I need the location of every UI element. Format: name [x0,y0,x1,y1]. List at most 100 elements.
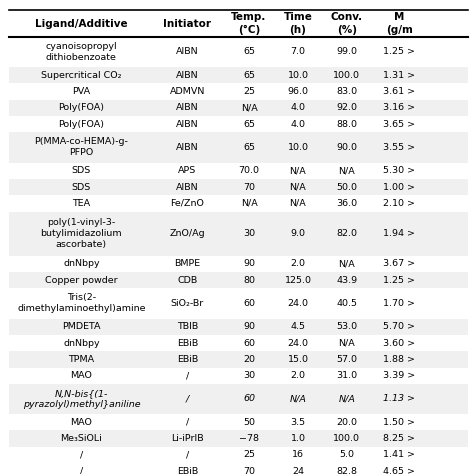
Text: AIBN: AIBN [176,103,199,112]
Text: APS: APS [178,166,196,175]
Text: 70: 70 [243,182,255,191]
Text: Temp.
(°C): Temp. (°C) [231,12,267,35]
Text: N/A: N/A [338,259,355,268]
Text: TEA: TEA [73,199,91,208]
Bar [9,414,468,430]
Text: 15.0: 15.0 [287,355,309,364]
Bar [9,67,468,83]
Text: 40.5: 40.5 [337,299,357,308]
Text: N,N-bis{(1-
pyrazolyl)methyl}aniline: N,N-bis{(1- pyrazolyl)methyl}aniline [23,389,140,409]
Text: AIBN: AIBN [176,143,199,152]
Text: N/A: N/A [241,103,257,112]
Text: 43.9: 43.9 [336,276,357,285]
Text: 70.0: 70.0 [238,166,260,175]
Bar [9,211,468,255]
Text: SiO₂-Br: SiO₂-Br [171,299,204,308]
Text: 1.25 >: 1.25 > [383,276,415,285]
Text: N/A: N/A [338,166,355,175]
Text: Ligand/Additive: Ligand/Additive [35,18,128,28]
Text: /: / [186,394,189,403]
Text: 50.0: 50.0 [337,182,357,191]
Text: 3.65 >: 3.65 > [383,119,415,128]
Bar [9,132,468,163]
Bar [9,179,468,195]
Text: 99.0: 99.0 [337,47,357,56]
Bar [9,447,468,463]
Text: /: / [80,450,83,459]
Text: Me₃SiOLi: Me₃SiOLi [61,434,102,443]
Text: 5.30 >: 5.30 > [383,166,415,175]
Text: poly(1-vinyl-3-
butylimidazolium
ascorbate): poly(1-vinyl-3- butylimidazolium ascorba… [41,218,122,249]
Text: N/A: N/A [290,166,306,175]
Text: 24.0: 24.0 [287,299,309,308]
Text: 25: 25 [243,450,255,459]
Text: 3.61 >: 3.61 > [383,87,415,96]
Text: 24: 24 [292,467,304,474]
Bar [9,272,468,288]
Text: Supercritical CO₂: Supercritical CO₂ [41,71,122,80]
Text: 9.0: 9.0 [291,229,305,238]
Text: Fe/ZnO: Fe/ZnO [170,199,204,208]
Text: 4.0: 4.0 [291,103,305,112]
Text: 80: 80 [243,276,255,285]
Text: 1.13 >: 1.13 > [383,394,415,403]
Text: 10.0: 10.0 [287,143,309,152]
Text: /: / [186,450,189,459]
Text: 4.5: 4.5 [291,322,305,331]
Text: AIBN: AIBN [176,47,199,56]
Text: 125.0: 125.0 [284,276,311,285]
Text: 25: 25 [243,87,255,96]
Text: Initiator: Initiator [164,18,211,28]
Text: 100.0: 100.0 [333,71,360,80]
Text: 53.0: 53.0 [336,322,357,331]
Text: 65: 65 [243,71,255,80]
Bar [9,335,468,351]
Text: AIBN: AIBN [176,182,199,191]
Text: Poly(FOA): Poly(FOA) [58,119,104,128]
Text: /: / [186,371,189,380]
Text: 31.0: 31.0 [336,371,357,380]
Text: ADMVN: ADMVN [170,87,205,96]
Text: 4.65 >: 4.65 > [383,467,415,474]
Text: Conv.
(%): Conv. (%) [331,12,363,35]
Text: 16: 16 [292,450,304,459]
Bar [9,463,468,474]
Text: 36.0: 36.0 [336,199,357,208]
Text: AIBN: AIBN [176,71,199,80]
Bar [9,351,468,367]
Text: SDS: SDS [72,166,91,175]
Text: 60: 60 [243,394,255,403]
Text: ZnO/Ag: ZnO/Ag [170,229,205,238]
Bar [9,288,468,319]
Text: BMPE: BMPE [174,259,201,268]
Text: M
(g/m: M (g/m [386,12,413,35]
Text: 92.0: 92.0 [337,103,357,112]
Text: SDS: SDS [72,182,91,191]
Text: 1.25 >: 1.25 > [383,47,415,56]
Text: Li-iPrIB: Li-iPrIB [171,434,204,443]
Text: 96.0: 96.0 [287,87,309,96]
Text: TBIB: TBIB [177,322,198,331]
Text: 65: 65 [243,47,255,56]
Bar [9,430,468,447]
Text: dnNbpy: dnNbpy [63,338,100,347]
Text: 2.0: 2.0 [291,371,305,380]
Text: EBiB: EBiB [177,467,198,474]
Text: Copper powder: Copper powder [45,276,118,285]
Text: 1.00 >: 1.00 > [383,182,415,191]
Bar [9,83,468,100]
Text: /: / [80,467,83,474]
Text: Poly(FOA): Poly(FOA) [58,103,104,112]
Text: 82.0: 82.0 [337,229,357,238]
Bar [9,100,468,116]
Text: 1.50 >: 1.50 > [383,418,415,427]
Bar [9,255,468,272]
Text: 83.0: 83.0 [336,87,357,96]
Text: /: / [186,418,189,427]
Text: 57.0: 57.0 [337,355,357,364]
Text: MAO: MAO [71,371,92,380]
Text: 1.41 >: 1.41 > [383,450,415,459]
Text: 65: 65 [243,143,255,152]
Text: 10.0: 10.0 [287,71,309,80]
Text: 3.67 >: 3.67 > [383,259,415,268]
